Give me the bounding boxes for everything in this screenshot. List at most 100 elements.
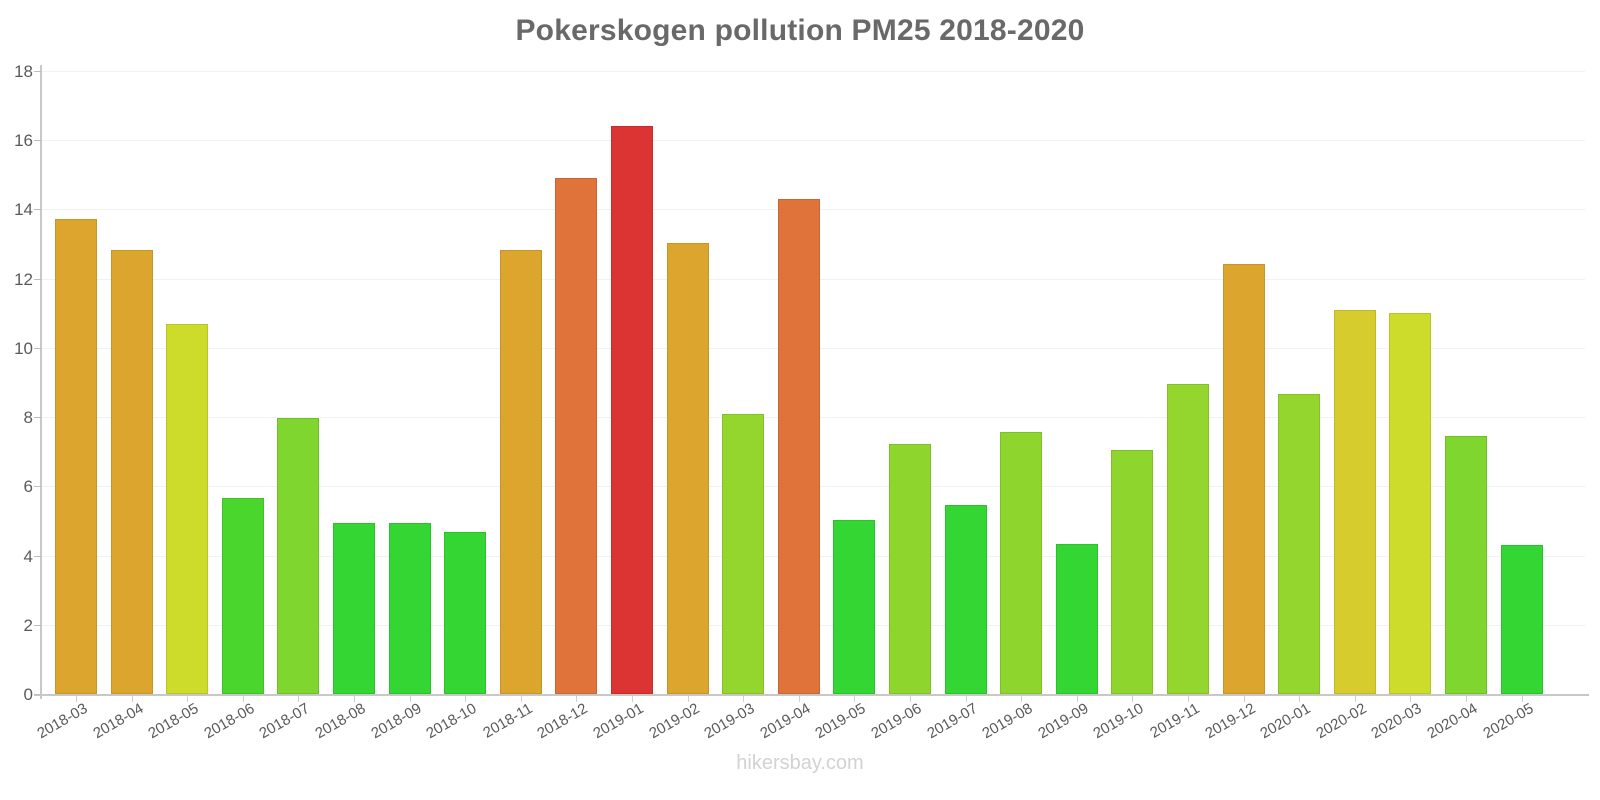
- bar[interactable]: [889, 444, 931, 694]
- x-tick-mark: [1354, 696, 1356, 702]
- y-tick-mark: [34, 347, 41, 349]
- y-tick-label: 4: [23, 546, 33, 566]
- x-tick-mark: [1410, 696, 1412, 702]
- bar[interactable]: [1500, 545, 1543, 694]
- bar[interactable]: [722, 413, 765, 694]
- x-tick-label: 2018-10: [423, 700, 480, 743]
- bar[interactable]: [1333, 309, 1376, 694]
- x-tick-mark: [1466, 696, 1467, 702]
- x-tick-label: 2019-11: [1147, 700, 1203, 742]
- source-credit: hikersbay.com: [736, 752, 864, 774]
- x-tick-label: 2019-12: [1201, 700, 1259, 743]
- y-tick-label: 16: [14, 131, 33, 151]
- x-tick-label: 2019-02: [645, 700, 703, 743]
- bar[interactable]: [944, 505, 987, 694]
- x-axis-line: [34, 694, 1589, 696]
- x-tick-label: 2018-06: [201, 700, 258, 743]
- x-tick-mark: [965, 696, 967, 702]
- x-tick-mark: [1243, 696, 1245, 702]
- bar[interactable]: [555, 178, 598, 694]
- y-tick-mark: [34, 555, 41, 557]
- bar[interactable]: [1055, 543, 1098, 694]
- bar[interactable]: [166, 324, 209, 694]
- x-tick-mark: [131, 696, 133, 702]
- x-tick-mark: [798, 696, 800, 702]
- bars-layer: [40, 71, 1585, 694]
- x-tick-mark: [687, 696, 689, 702]
- y-tick-mark: [34, 209, 41, 211]
- x-tick-mark: [242, 696, 244, 702]
- x-tick-mark: [1188, 696, 1189, 702]
- bar[interactable]: [110, 250, 153, 694]
- x-tick-label: 2018-05: [145, 700, 202, 743]
- y-tick-mark: [34, 624, 41, 626]
- bar[interactable]: [1167, 384, 1209, 694]
- x-tick-label: 2018-09: [367, 700, 425, 743]
- x-tick-mark: [854, 696, 856, 702]
- bar[interactable]: [1389, 313, 1432, 694]
- bar[interactable]: [1278, 394, 1321, 694]
- x-tick-label: 2019-05: [812, 700, 869, 743]
- bar[interactable]: [277, 417, 320, 694]
- y-axis-line: [40, 65, 42, 699]
- bar[interactable]: [666, 243, 709, 694]
- bar[interactable]: [221, 498, 264, 694]
- y-tick-mark: [34, 694, 41, 695]
- bar[interactable]: [499, 250, 542, 694]
- y-tick-mark: [34, 278, 41, 280]
- bar[interactable]: [55, 219, 97, 694]
- x-tick-label: 2019-07: [923, 700, 981, 743]
- x-tick-label: 2018-11: [480, 700, 536, 742]
- x-tick-label: 2018-04: [89, 700, 147, 743]
- x-tick-mark: [1132, 696, 1134, 702]
- gridline: [40, 140, 1585, 142]
- x-tick-mark: [354, 696, 355, 702]
- y-tick-mark: [34, 71, 41, 72]
- bar[interactable]: [1222, 264, 1265, 694]
- x-tick-mark: [576, 696, 578, 702]
- y-tick-mark: [34, 486, 41, 488]
- x-tick-mark: [409, 696, 411, 702]
- bar[interactable]: [833, 520, 876, 694]
- x-tick-label: 2019-01: [590, 700, 647, 743]
- x-tick-label: 2020-03: [1368, 700, 1425, 743]
- x-tick-label: 2020-01: [1257, 700, 1314, 743]
- x-tick-label: 2019-08: [979, 700, 1036, 743]
- y-tick-label: 2: [23, 615, 33, 635]
- x-tick-label: 2019-04: [757, 700, 814, 743]
- bar[interactable]: [388, 523, 431, 694]
- x-tick-mark: [632, 696, 633, 702]
- x-tick-label: 2020-02: [1313, 700, 1370, 743]
- y-axis-labels: 0 2 4 6 8 10 12 14 16 18: [0, 0, 33, 800]
- x-tick-label: 2018-08: [312, 700, 369, 743]
- bar[interactable]: [611, 126, 653, 694]
- x-tick-label: 2018-03: [34, 700, 91, 743]
- x-tick-label: 2018-07: [256, 700, 313, 743]
- x-tick-mark: [743, 696, 745, 702]
- x-tick-mark: [910, 696, 911, 702]
- bar[interactable]: [1445, 435, 1487, 694]
- x-tick-mark: [465, 696, 467, 702]
- chart-title: Pokerskogen pollution PM25 2018-2020: [515, 14, 1085, 47]
- bar[interactable]: [1111, 449, 1154, 694]
- bar[interactable]: [777, 199, 820, 694]
- x-tick-label: 2020-05: [1479, 700, 1537, 743]
- x-tick-mark: [187, 696, 189, 702]
- gridline: [40, 71, 1585, 72]
- x-tick-mark: [1299, 696, 1301, 702]
- y-tick-label: 18: [14, 62, 33, 81]
- bar[interactable]: [444, 532, 487, 694]
- x-tick-label: 2019-09: [1035, 700, 1092, 743]
- y-tick-label: 8: [23, 408, 33, 428]
- y-tick-label: 12: [14, 269, 33, 289]
- x-tick-mark: [520, 696, 522, 702]
- bar[interactable]: [1000, 431, 1043, 694]
- bar[interactable]: [333, 523, 375, 694]
- y-tick-label: 14: [14, 200, 33, 220]
- y-tick-mark: [34, 417, 41, 419]
- y-tick-label: 10: [14, 338, 33, 358]
- x-tick-mark: [1076, 696, 1078, 702]
- x-tick-label: 2019-10: [1090, 700, 1147, 743]
- x-tick-label: 2020-04: [1424, 700, 1481, 743]
